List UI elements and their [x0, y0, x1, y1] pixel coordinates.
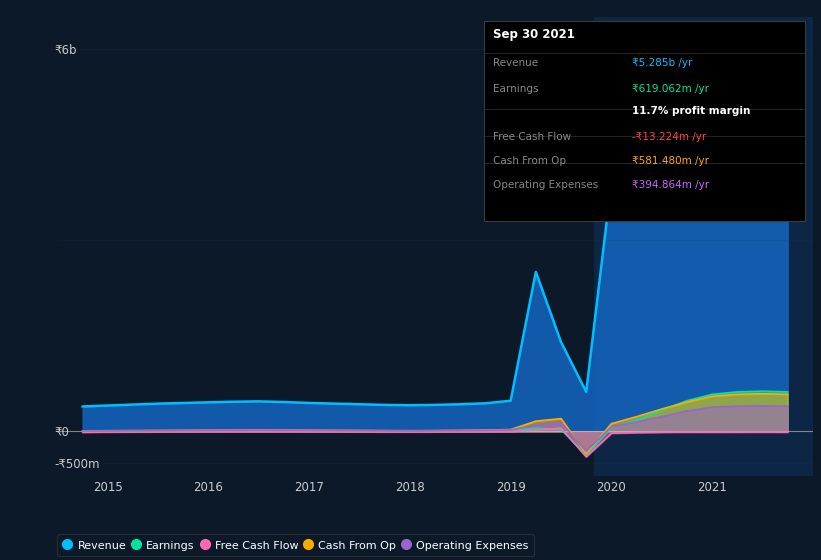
Text: Cash From Op: Cash From Op	[493, 156, 566, 166]
Text: 11.7% profit margin: 11.7% profit margin	[631, 105, 750, 115]
Text: Operating Expenses: Operating Expenses	[493, 180, 599, 190]
FancyBboxPatch shape	[484, 21, 805, 221]
Text: ₹619.062m /yr: ₹619.062m /yr	[631, 84, 709, 94]
Text: Sep 30 2021: Sep 30 2021	[493, 29, 576, 41]
Text: Earnings: Earnings	[493, 84, 539, 94]
Text: Free Cash Flow: Free Cash Flow	[493, 132, 571, 142]
Text: Revenue: Revenue	[493, 58, 539, 68]
Text: ₹394.864m /yr: ₹394.864m /yr	[631, 180, 709, 190]
Text: ₹581.480m /yr: ₹581.480m /yr	[631, 156, 709, 166]
Legend: Revenue, Earnings, Free Cash Flow, Cash From Op, Operating Expenses: Revenue, Earnings, Free Cash Flow, Cash …	[57, 534, 534, 556]
Text: -₹13.224m /yr: -₹13.224m /yr	[631, 132, 706, 142]
Bar	[594, 17, 821, 476]
Text: ₹5.285b /yr: ₹5.285b /yr	[631, 58, 692, 68]
